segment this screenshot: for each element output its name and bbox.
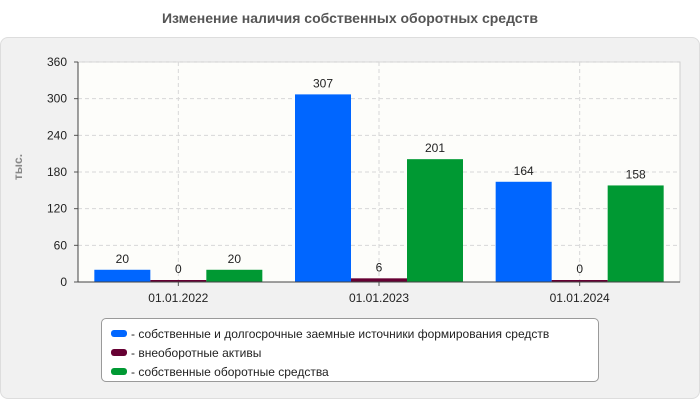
- bar: [607, 185, 664, 282]
- y-tick-label: 120: [47, 202, 67, 216]
- bar: [295, 94, 351, 282]
- legend-label: - собственные оборотные средства: [131, 364, 329, 379]
- data-label: 20: [228, 252, 242, 266]
- y-tick-label: 180: [47, 165, 67, 179]
- legend-item: - собственные и долгосрочные заемные ист…: [111, 324, 598, 343]
- y-tick-label: 0: [60, 275, 67, 289]
- legend-label: - собственные и долгосрочные заемные ист…: [131, 326, 550, 341]
- x-tick-label: 01.01.2023: [349, 291, 409, 305]
- bar: [351, 278, 407, 282]
- bar: [206, 269, 263, 282]
- legend-swatch: [111, 330, 127, 337]
- bar: [150, 280, 207, 282]
- legend-label: - внеоборотные активы: [131, 345, 262, 360]
- chart-title: Изменение наличия собственных оборотных …: [161, 10, 539, 26]
- data-label: 0: [576, 262, 583, 276]
- legend-item: - собственные оборотные средства: [111, 362, 598, 381]
- bar: [551, 280, 608, 282]
- data-label: 6: [376, 260, 383, 274]
- x-tick-label: 01.01.2022: [148, 291, 208, 305]
- data-label: 20: [116, 252, 130, 266]
- x-tick-label: 01.01.2024: [550, 291, 610, 305]
- y-tick-label: 60: [54, 238, 68, 252]
- data-label: 201: [425, 141, 445, 155]
- legend-item: - внеоборотные активы: [111, 343, 598, 362]
- bar: [94, 269, 151, 282]
- data-label: 158: [626, 167, 646, 181]
- data-label: 164: [514, 164, 534, 178]
- chart-legend: - собственные и долгосрочные заемные ист…: [101, 318, 599, 382]
- data-label: 307: [313, 76, 333, 90]
- y-tick-label: 300: [47, 92, 67, 106]
- legend-swatch: [111, 349, 127, 356]
- bar: [407, 159, 463, 282]
- y-axis-label: тыс.: [11, 154, 25, 180]
- legend-swatch: [111, 368, 127, 375]
- data-label: 0: [175, 262, 182, 276]
- bar: [495, 181, 552, 282]
- y-tick-label: 360: [47, 55, 67, 69]
- y-tick-label: 240: [47, 128, 67, 142]
